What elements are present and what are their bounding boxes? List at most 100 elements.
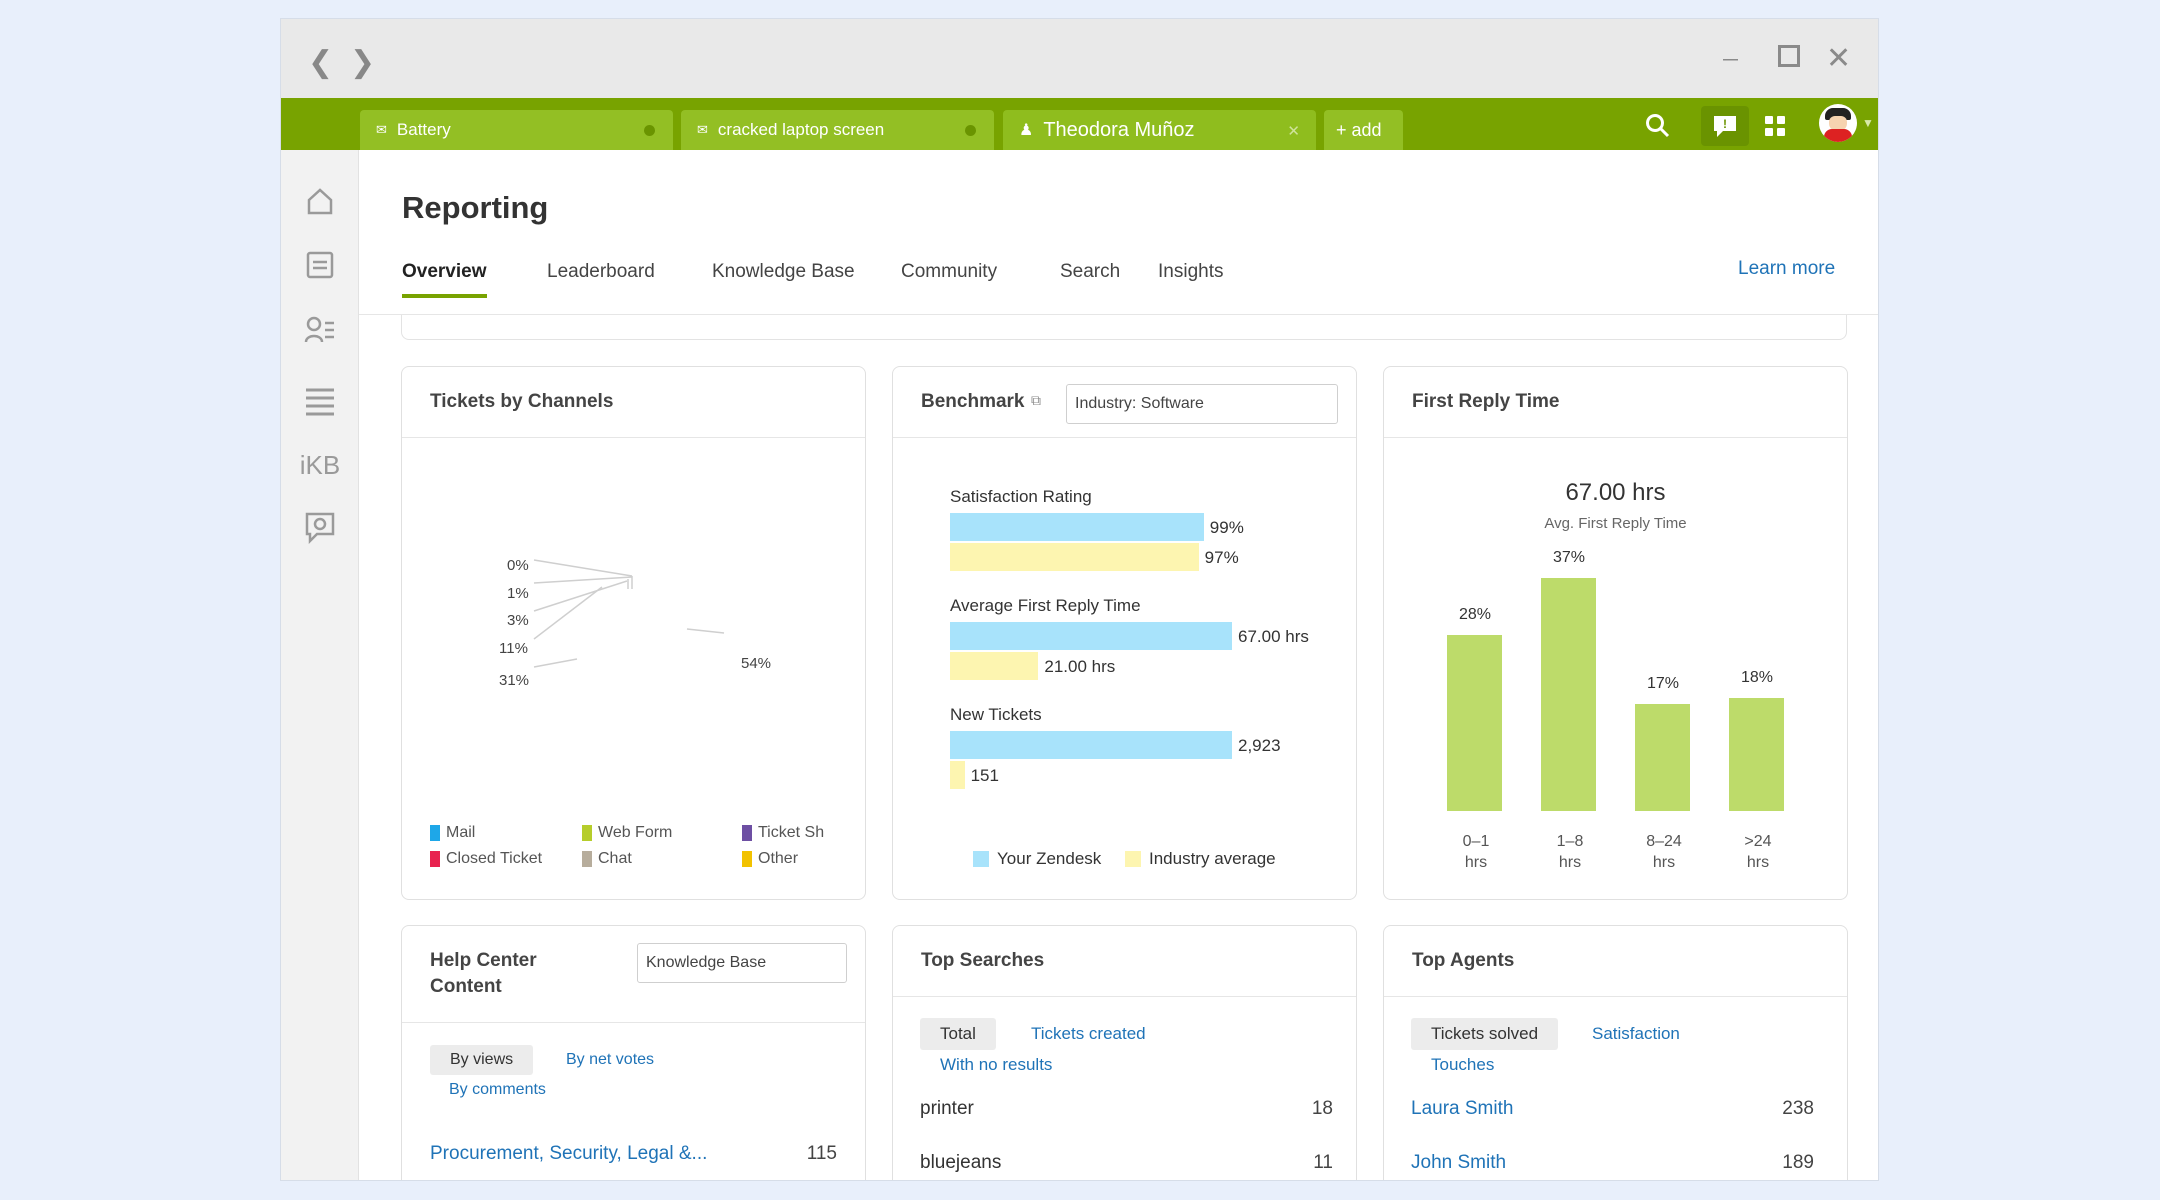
legend-label: Ticket Sh	[758, 824, 825, 841]
mail-icon: ✉	[376, 122, 387, 137]
filter-by-views[interactable]: By views	[430, 1045, 534, 1075]
tab-label: Battery	[396, 120, 451, 139]
tab-overview[interactable]: Overview	[402, 261, 487, 298]
reply-axis-label-line: 0–1	[1462, 833, 1490, 850]
reporting-icon[interactable]	[281, 385, 359, 425]
filter-strip	[401, 315, 1847, 340]
pie-leader-lines	[533, 559, 725, 668]
agent-link[interactable]: Laura Smith	[1411, 1098, 1514, 1119]
slice-label: 1%	[507, 585, 529, 602]
article-link[interactable]: Procurement, Security, Legal &...	[430, 1143, 708, 1164]
benchmark-value-industry: 21.00 hrs	[1044, 657, 1116, 676]
tab-community[interactable]: Community	[901, 261, 998, 282]
views-icon[interactable]	[281, 250, 359, 288]
benchmark-bar-yours	[950, 622, 1232, 650]
app-window: ❮ ❯ ⎯ ✕ ✉ Battery ✉ cracked laptop scree…	[281, 19, 1878, 1180]
reply-bar-label: 37%	[1552, 549, 1586, 566]
search-term: printer	[920, 1098, 974, 1119]
back-icon[interactable]: ❮	[308, 46, 334, 79]
learn-more-link[interactable]: Learn more	[1738, 258, 1836, 279]
benchmark-value-yours: 67.00 hrs	[1238, 627, 1309, 646]
reply-axis-label: 0–1 hrs	[1441, 831, 1511, 873]
reply-bar	[1447, 634, 1502, 811]
legend-swatch	[742, 851, 752, 867]
agent-link[interactable]: John Smith	[1411, 1152, 1507, 1173]
filter-satisfaction[interactable]: Satisfaction	[1592, 1024, 1680, 1043]
benchmark-category-label: New Tickets	[950, 705, 1042, 724]
tab-cracked-laptop-screen[interactable]: ✉ cracked laptop screen	[681, 110, 994, 150]
mail-icon: ✉	[697, 122, 708, 137]
benchmark-value-yours: 99%	[1209, 518, 1244, 537]
legend-swatch	[430, 851, 440, 867]
knowledge-base-icon[interactable]: iKB	[299, 450, 341, 480]
filter-by-comments[interactable]: By comments	[449, 1081, 546, 1098]
reply-axis-label: >24 hrs	[1723, 831, 1793, 873]
legend-item: Other	[742, 849, 847, 871]
tab-leaderboard[interactable]: Leaderboard	[547, 261, 655, 282]
slice-label: 54%	[741, 655, 772, 672]
industry-dropdown[interactable]: Industry: Software	[1066, 384, 1338, 424]
status-dot	[644, 125, 655, 136]
maximize-icon[interactable]	[1778, 45, 1800, 67]
tab-label: cracked laptop screen	[717, 120, 885, 139]
tab-label: Theodora Muñoz	[1043, 118, 1195, 141]
sidebar: iKB	[281, 150, 359, 1180]
filter-touches[interactable]: Touches	[1431, 1055, 1495, 1074]
benchmark-category-label: Average First Reply Time	[950, 596, 1141, 615]
legend-label: Mail	[446, 824, 476, 841]
close-tab-icon[interactable]: ✕	[1287, 123, 1300, 140]
customers-icon[interactable]	[281, 315, 359, 353]
chat-icon[interactable]: !	[1701, 106, 1749, 146]
filter-no-results[interactable]: With no results	[940, 1055, 1053, 1074]
search-term: bluejeans	[920, 1152, 1002, 1173]
search-icon[interactable]	[1634, 106, 1682, 146]
legend-label: Chat	[598, 850, 632, 867]
tab-theodora-munoz[interactable]: ♟ Theodora Muñoz ✕	[1003, 110, 1316, 150]
help-center-content-card: Help Center Content Knowledge Base By vi…	[401, 925, 866, 1180]
legend-item: Closed Ticket	[430, 849, 570, 871]
tickets-by-channels-card: Tickets by Channels 0% 1% 3% 11% 31% 54%	[401, 366, 866, 900]
window-chrome: ❮ ❯ ⎯ ✕	[281, 19, 1878, 98]
legend-item: Chat	[582, 849, 722, 871]
tab-knowledge-base[interactable]: Knowledge Base	[712, 261, 855, 282]
home-icon[interactable]	[281, 186, 359, 224]
apps-grid-icon[interactable]	[1751, 106, 1799, 146]
tab-insights[interactable]: Insights	[1158, 261, 1224, 282]
add-tab-button[interactable]: + add	[1324, 110, 1403, 150]
slice-label: 31%	[499, 672, 530, 689]
slice-label: 3%	[507, 612, 529, 629]
filter-tickets-solved[interactable]: Tickets solved	[1411, 1018, 1559, 1050]
legend-label: Your Zendesk	[997, 849, 1102, 868]
card-title: First Reply Time	[1412, 391, 1560, 412]
card-title: Benchmark	[921, 391, 1025, 412]
legend-swatch	[582, 851, 592, 867]
avatar[interactable]	[1819, 104, 1857, 142]
legend-item: Mail	[430, 823, 570, 845]
filter-total[interactable]: Total	[920, 1018, 996, 1050]
card-title: Top Agents	[1412, 950, 1515, 971]
content-dropdown[interactable]: Knowledge Base	[637, 943, 847, 983]
chevron-down-icon[interactable]: ▼	[1862, 116, 1874, 130]
minimize-icon[interactable]: ⎯	[1723, 41, 1738, 74]
reply-axis-label-line: 8–24	[1646, 833, 1682, 850]
svg-text:!: !	[1723, 117, 1727, 131]
forward-icon[interactable]: ❯	[350, 46, 376, 79]
card-title-line2: Content	[430, 976, 502, 997]
filter-by-net-votes[interactable]: By net votes	[566, 1051, 655, 1068]
benchmark-value-industry: 151	[970, 766, 999, 785]
tab-battery[interactable]: ✉ Battery	[360, 110, 673, 150]
card-title: Help Center	[430, 950, 537, 971]
first-reply-time-card: First Reply Time 67.00 hrs Avg. First Re…	[1383, 366, 1848, 900]
reply-axis-label-line: >24	[1744, 833, 1772, 850]
chat-support-icon[interactable]	[281, 510, 359, 552]
close-icon[interactable]: ✕	[1826, 42, 1852, 75]
top-agents-card: Top Agents Tickets solved Satisfaction T…	[1383, 925, 1848, 1180]
benchmark-category-label: Satisfaction Rating	[950, 487, 1092, 506]
tab-search[interactable]: Search	[1060, 261, 1121, 282]
legend-label: Industry average	[1149, 849, 1276, 868]
page-title: Reporting	[402, 190, 549, 225]
external-link-icon[interactable]: ⧉	[1031, 392, 1041, 408]
status-dot	[965, 125, 976, 136]
legend-label: Other	[758, 850, 799, 867]
filter-tickets-created[interactable]: Tickets created	[1031, 1024, 1146, 1043]
